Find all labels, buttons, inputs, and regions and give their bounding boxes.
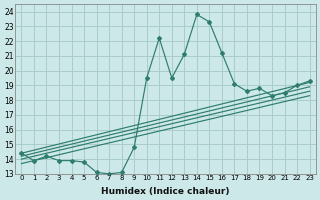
X-axis label: Humidex (Indice chaleur): Humidex (Indice chaleur) (101, 187, 230, 196)
